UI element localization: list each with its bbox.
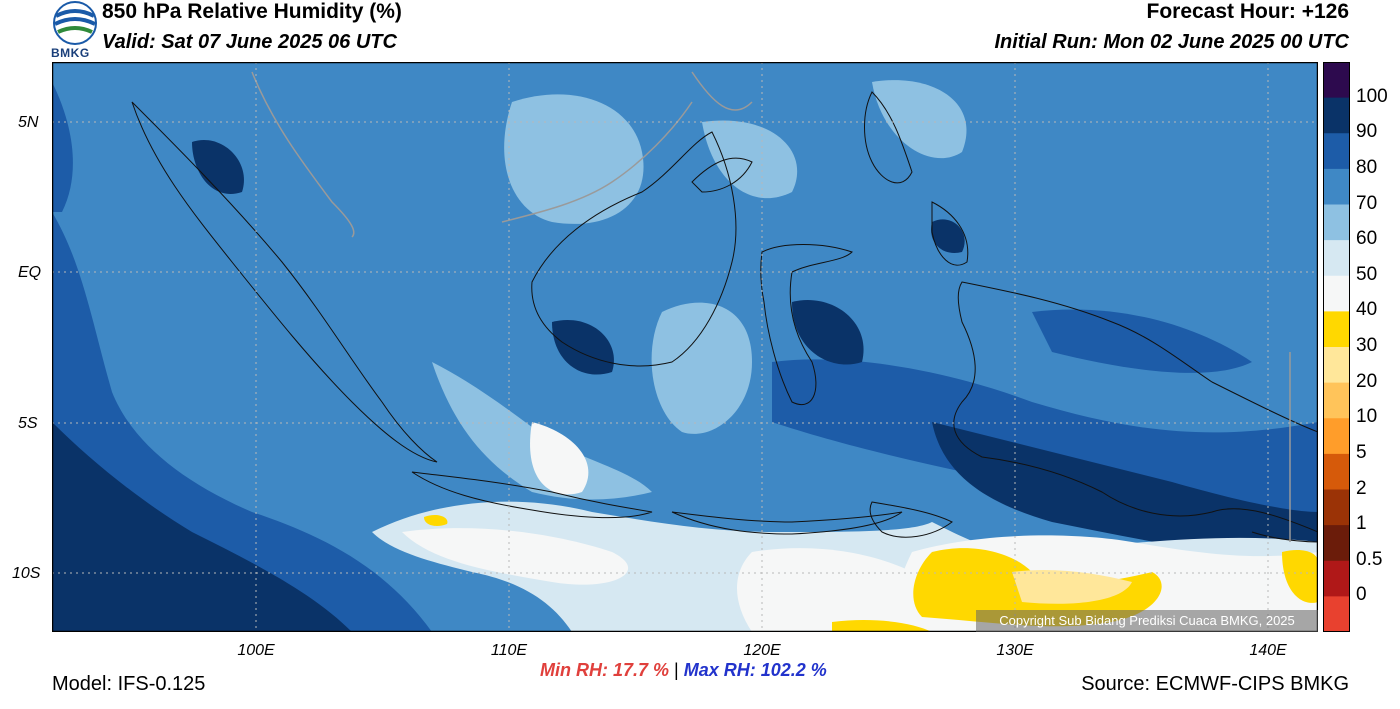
colorbar-label: 0: [1356, 584, 1367, 606]
colorbar-segment: [1323, 418, 1350, 455]
rh-zone-java-south-white: [402, 528, 629, 585]
colorbar-segment: [1323, 204, 1350, 241]
colorbar-label: 100: [1356, 85, 1388, 107]
colorbar-segment: [1323, 275, 1350, 312]
rh-zone-scs-light: [504, 94, 644, 224]
colorbar-segment: [1323, 62, 1350, 99]
colorbar: [1323, 62, 1350, 632]
model-label: Model: IFS-0.125: [52, 673, 206, 695]
initial-run: Initial Run: Mon 02 June 2025 00 UTC: [994, 31, 1349, 53]
colorbar-label: 80: [1356, 156, 1378, 178]
colorbar-segment: [1323, 168, 1350, 206]
colorbar-segment: [1323, 596, 1350, 632]
rh-zone-dry-core-far-east: [1282, 550, 1318, 603]
valid-time: Valid: Sat 07 June 2025 06 UTC: [102, 31, 397, 53]
borders: [251, 71, 1291, 542]
rh-stats: Min RH: 17.7 % | Max RH: 102.2 %: [540, 660, 827, 681]
rh-zone-borneo-north-light: [702, 120, 798, 199]
lat-label-5s: 5S: [18, 415, 38, 432]
colorbar-label: 2: [1356, 477, 1367, 499]
rh-zone-central-light: [651, 302, 752, 434]
bmkg-logo-icon: [53, 1, 97, 45]
rh-zone-timor-sea-white: [737, 548, 920, 632]
rh-zone-mindanao-dark: [931, 219, 965, 253]
source-label: Source: ECMWF-CIPS BMKG: [1081, 673, 1349, 695]
rh-zone-papua: [1032, 309, 1252, 373]
copyright-notice: Copyright Sub Bidang Prediksi Cuaca BMKG…: [976, 610, 1318, 632]
chart-title: 850 hPa Relative Humidity (%): [102, 0, 402, 23]
rh-zone-dry-spot-timor: [832, 620, 932, 632]
rh-zone-philippines-light: [872, 80, 967, 159]
rh-zone-dry-core-inner: [1012, 570, 1132, 604]
rh-zone-sulawesi-dark: [792, 300, 864, 365]
colorbar-segment: [1323, 347, 1350, 384]
colorbar-segment: [1323, 560, 1350, 597]
colorbar-label: 20: [1356, 370, 1378, 392]
max-rh: Max RH: 102.2 %: [683, 660, 827, 680]
min-rh: Min RH: 17.7 %: [540, 660, 670, 680]
colorbar-segment: [1323, 133, 1350, 170]
coastlines: [131, 91, 1318, 543]
lon-label-140e: 140E: [1249, 642, 1287, 659]
bmkg-logo: [52, 0, 98, 62]
colorbar-label: 40: [1356, 299, 1378, 321]
colorbar-segment: [1323, 525, 1350, 562]
lat-label-eq: EQ: [18, 264, 42, 281]
lon-label-120e: 120E: [743, 642, 781, 659]
colorbar-segment: [1323, 453, 1350, 491]
colorbar-label: 5: [1356, 441, 1367, 463]
colorbar-segment: [1323, 311, 1350, 348]
rh-zone-sw-dark: [52, 422, 352, 632]
rh-zone-dry-spot-java: [424, 514, 448, 526]
colorbar-label: 0.5: [1356, 548, 1383, 570]
rh-zone-nw: [52, 82, 73, 212]
logo-text: BMKG: [51, 46, 90, 60]
rh-zone-java-sea-light: [432, 362, 652, 500]
rh-zone-sumatra-dark: [192, 140, 244, 194]
colorbar-label: 10: [1356, 406, 1378, 428]
colorbar-label: 50: [1356, 263, 1378, 285]
lat-label-5n: 5N: [18, 114, 39, 131]
forecast-hour: Forecast Hour: +126: [1146, 0, 1350, 23]
colorbar-label: 70: [1356, 192, 1378, 214]
colorbar-label: 90: [1356, 121, 1378, 143]
lat-label-10s: 10S: [12, 565, 41, 582]
rh-zone-java-sea-white: [530, 422, 589, 495]
lon-label-110e: 110E: [490, 642, 528, 659]
rh-zone-borneo-dark: [552, 320, 614, 375]
stats-separator: |: [674, 660, 679, 680]
colorbar-segment: [1323, 240, 1350, 277]
colorbar-segment: [1323, 382, 1350, 419]
rh-zone-arafura-dark: [932, 422, 1318, 562]
map-frame: [52, 62, 1318, 632]
lon-label-130e: 130E: [996, 642, 1034, 659]
colorbar-segment: [1323, 97, 1350, 134]
colorbar-label: 30: [1356, 335, 1378, 356]
colorbar-segment: [1323, 489, 1350, 526]
graticule: [52, 62, 1318, 632]
lon-label-100e: 100E: [237, 642, 275, 659]
humidity-map: [52, 62, 1318, 632]
colorbar-label: 60: [1356, 228, 1378, 250]
colorbar-label: 1: [1356, 513, 1367, 535]
